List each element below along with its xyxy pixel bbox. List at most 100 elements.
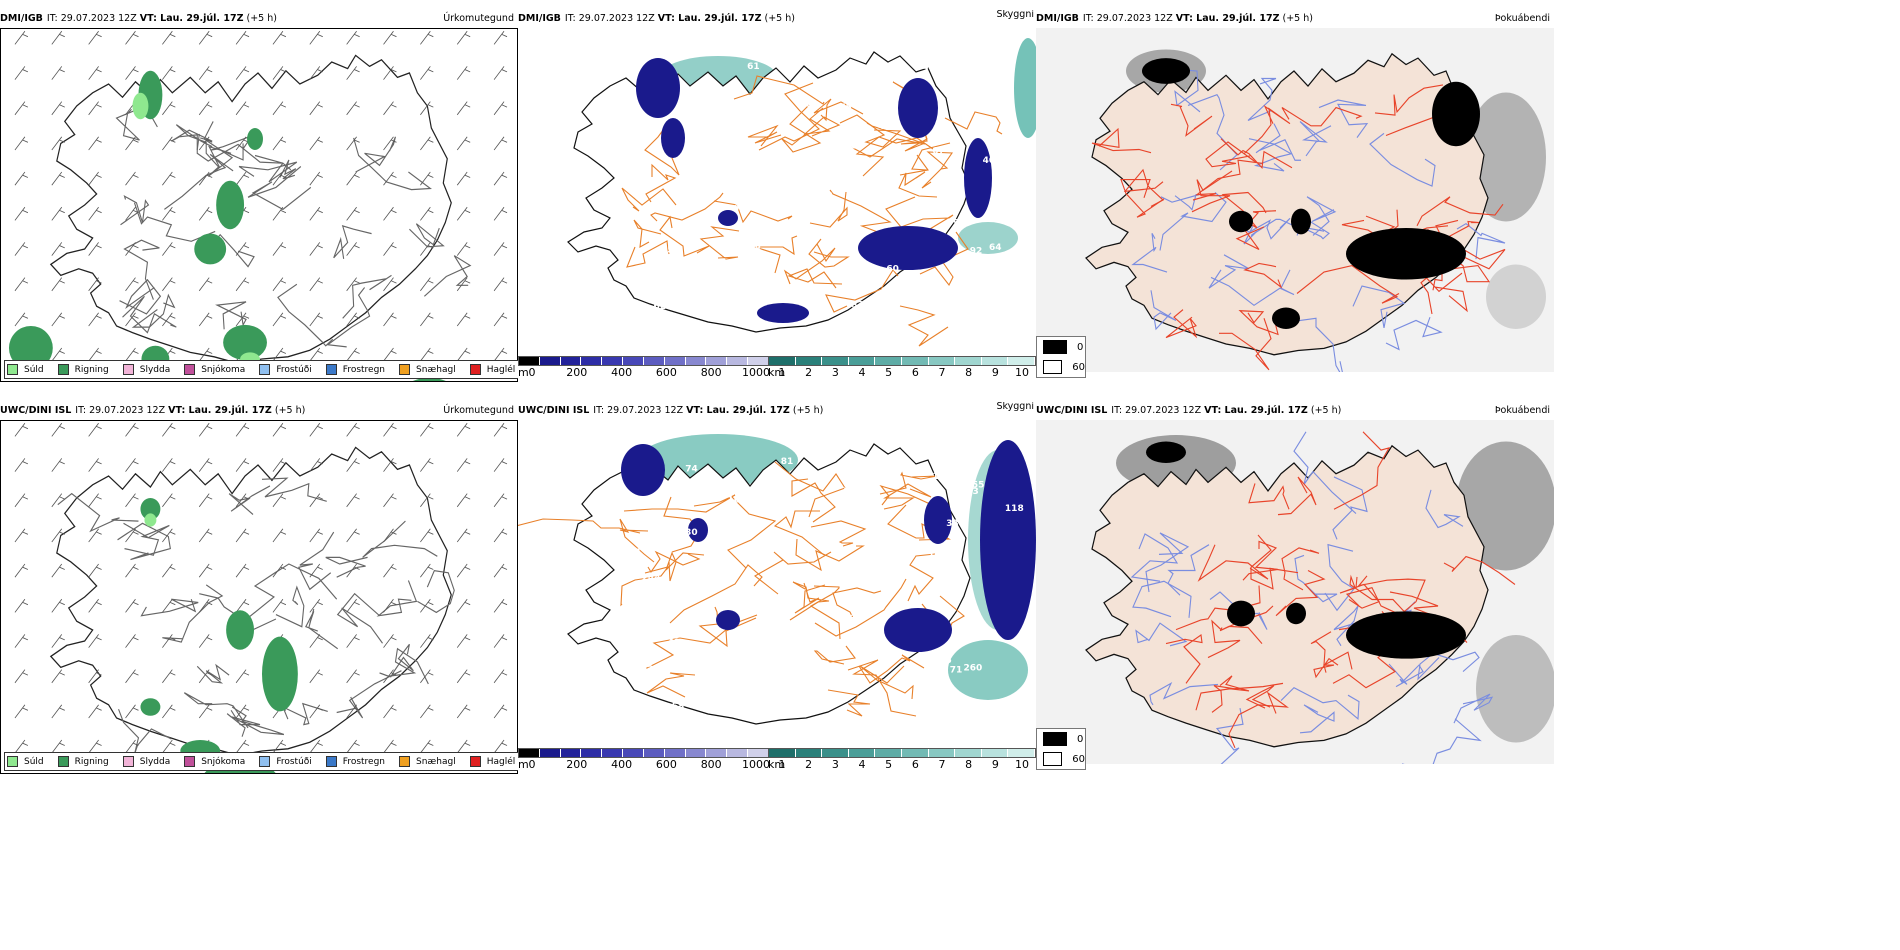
legend-item: Snjókoma — [184, 756, 245, 767]
wind-barb — [51, 66, 65, 80]
road-line — [620, 566, 670, 607]
road-line — [1165, 309, 1198, 339]
road-line — [140, 598, 199, 617]
road-line — [1160, 194, 1200, 211]
map-svg — [8, 30, 508, 382]
visibility-navy-area — [716, 610, 740, 630]
panel-precip-uwc: UWC/DINI ISL IT: 29.07.2023 12Z VT: Lau. … — [0, 402, 518, 774]
legend-label: Frostúði — [276, 756, 312, 767]
scale-segment — [875, 749, 902, 757]
wind-barb — [493, 669, 508, 684]
road-line — [342, 274, 392, 319]
wind-barb — [198, 347, 213, 362]
visibility-navy-area — [898, 78, 938, 138]
panel-header: DMI/IGB IT: 29.07.2023 12Z VT: Lau. 29.jú… — [518, 10, 1036, 28]
visibility-value-label: 53 — [843, 482, 856, 492]
fog-black-area — [1346, 227, 1466, 280]
wind-barb — [162, 669, 176, 684]
vt-label: VT: Lau. 29.júl. 17Z — [1204, 405, 1308, 416]
road-line — [809, 191, 848, 228]
visibility-navy-area — [718, 210, 738, 226]
iceland-land — [1085, 444, 1489, 748]
road-line — [305, 608, 338, 650]
rain-area — [194, 233, 227, 265]
wind-barb — [456, 563, 471, 578]
visibility-value-label: 43 — [694, 285, 707, 295]
lead-time: (+5 h) — [274, 405, 306, 416]
visibility-value-label: 38 — [748, 244, 761, 254]
wind-barb — [14, 634, 29, 648]
wind-barb — [309, 66, 323, 80]
map-svg: 65 40 41 42 63 64 52 50 92 72 100 99 67 38 58 45 46 48 61 7… — [567, 38, 1036, 347]
rain-area — [261, 636, 298, 712]
road-line — [1135, 622, 1188, 647]
visibility-value-label: 33 — [946, 519, 959, 529]
wind-barb — [235, 171, 250, 186]
wind-barb — [420, 528, 434, 543]
road-line — [899, 305, 949, 347]
wind-barb — [346, 206, 360, 221]
panel-header: UWC/DINI ISL IT: 29.07.2023 12Z VT: Lau. … — [1036, 402, 1554, 420]
road-line — [228, 485, 271, 515]
wind-barb — [346, 422, 360, 437]
road-line — [336, 670, 402, 719]
visibility-value-label: 55 — [972, 481, 985, 491]
wind-barb — [51, 422, 65, 437]
wind-barb — [198, 422, 213, 437]
road-line — [669, 564, 763, 624]
road-line — [518, 518, 641, 534]
legend-item: Rigning — [57, 756, 109, 767]
wind-barb — [420, 563, 434, 578]
visibility-teal-area — [948, 640, 1028, 700]
wind-barb — [420, 347, 434, 362]
visibility-value-label: 42 — [994, 168, 1007, 178]
wind-barb — [456, 704, 471, 719]
map-svg — [1036, 28, 1554, 380]
road-line — [1425, 489, 1464, 529]
road-line — [1339, 576, 1380, 609]
wind-barb — [162, 312, 176, 327]
wind-barb — [493, 493, 508, 508]
wind-barb — [493, 347, 508, 362]
wind-barb — [420, 277, 434, 292]
wind-barb — [456, 347, 471, 362]
wind-barb — [14, 739, 29, 754]
wind-barb — [88, 563, 102, 578]
scale-tick-label: 2 — [805, 758, 813, 771]
wind-barb — [383, 242, 397, 256]
fog-legend-swatch — [1043, 360, 1063, 374]
wind-barb — [88, 528, 102, 543]
scale-tick-label: 6 — [911, 758, 919, 771]
wind-barb — [346, 66, 360, 80]
wind-barb — [51, 347, 65, 362]
road-line — [713, 200, 793, 224]
wind-barb — [420, 312, 434, 327]
wind-barb — [346, 136, 360, 151]
visibility-value-label: 74 — [685, 464, 698, 474]
lead-time: (+5 h) — [246, 13, 277, 24]
road-line — [1195, 675, 1250, 711]
scale-tick-label: 2 — [805, 366, 813, 379]
road-line — [808, 238, 850, 268]
scale-segment — [643, 749, 665, 757]
wind-barb — [162, 277, 176, 292]
road-line — [921, 151, 954, 189]
product-title: Þokuábendi — [1494, 405, 1550, 416]
rain-area — [140, 498, 161, 520]
wind-barb — [383, 598, 397, 613]
wind-barb — [420, 66, 434, 80]
road-line — [1281, 106, 1363, 127]
wind-barb — [88, 598, 102, 613]
wind-barb — [493, 634, 508, 648]
visibility-value-label: 32 — [851, 301, 864, 311]
scale-bar — [518, 356, 770, 366]
wind-barb — [272, 739, 287, 754]
wind-barb — [162, 101, 176, 116]
legend-swatch — [184, 364, 196, 375]
visibility-teal-area — [1014, 38, 1036, 138]
panel-precip-dmi: DMI/IGB IT: 29.07.2023 12Z VT: Lau. 29.jú… — [0, 10, 518, 382]
road-line — [247, 563, 338, 619]
road-line — [1221, 191, 1267, 229]
wind-barb — [235, 669, 250, 684]
scale-segment — [623, 749, 644, 757]
